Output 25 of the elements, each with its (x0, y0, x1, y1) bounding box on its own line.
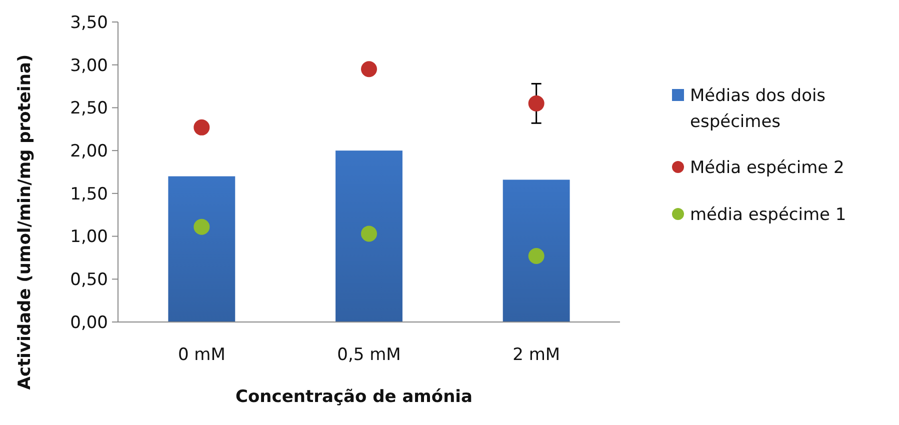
bar (502, 180, 570, 322)
point (528, 248, 544, 264)
y-tick-label: 3,00 (70, 56, 108, 76)
bar (336, 150, 402, 322)
point (194, 119, 210, 136)
point (361, 61, 377, 78)
y-tick-label: 1,50 (70, 184, 108, 204)
x-tick-label: 0,5 mM (337, 345, 401, 365)
y-tick-label: 0,00 (70, 312, 108, 333)
x-axis-title: Concentração de amónia (236, 387, 472, 407)
legend-label: média espécime 1 (690, 204, 846, 225)
x-tick-label: 0 mM (178, 345, 226, 365)
x-tick-label: 2 mM (512, 345, 560, 365)
point (194, 218, 210, 235)
y-tick-label: 0,50 (70, 270, 108, 290)
y-tick-label: 2,50 (70, 98, 108, 119)
legend-label: Média espécime 2 (690, 158, 844, 178)
point (361, 226, 377, 242)
y-tick-label: 1,00 (70, 227, 108, 248)
legend-label: Médias dos dois espécimes (690, 86, 826, 132)
y-tick-label: 3,50 (70, 12, 108, 33)
y-tick-label: 2,00 (70, 142, 108, 162)
y-axis-title: Actividade (umol/min/mg proteina) (15, 54, 35, 390)
point (528, 95, 544, 112)
bar (168, 176, 236, 322)
